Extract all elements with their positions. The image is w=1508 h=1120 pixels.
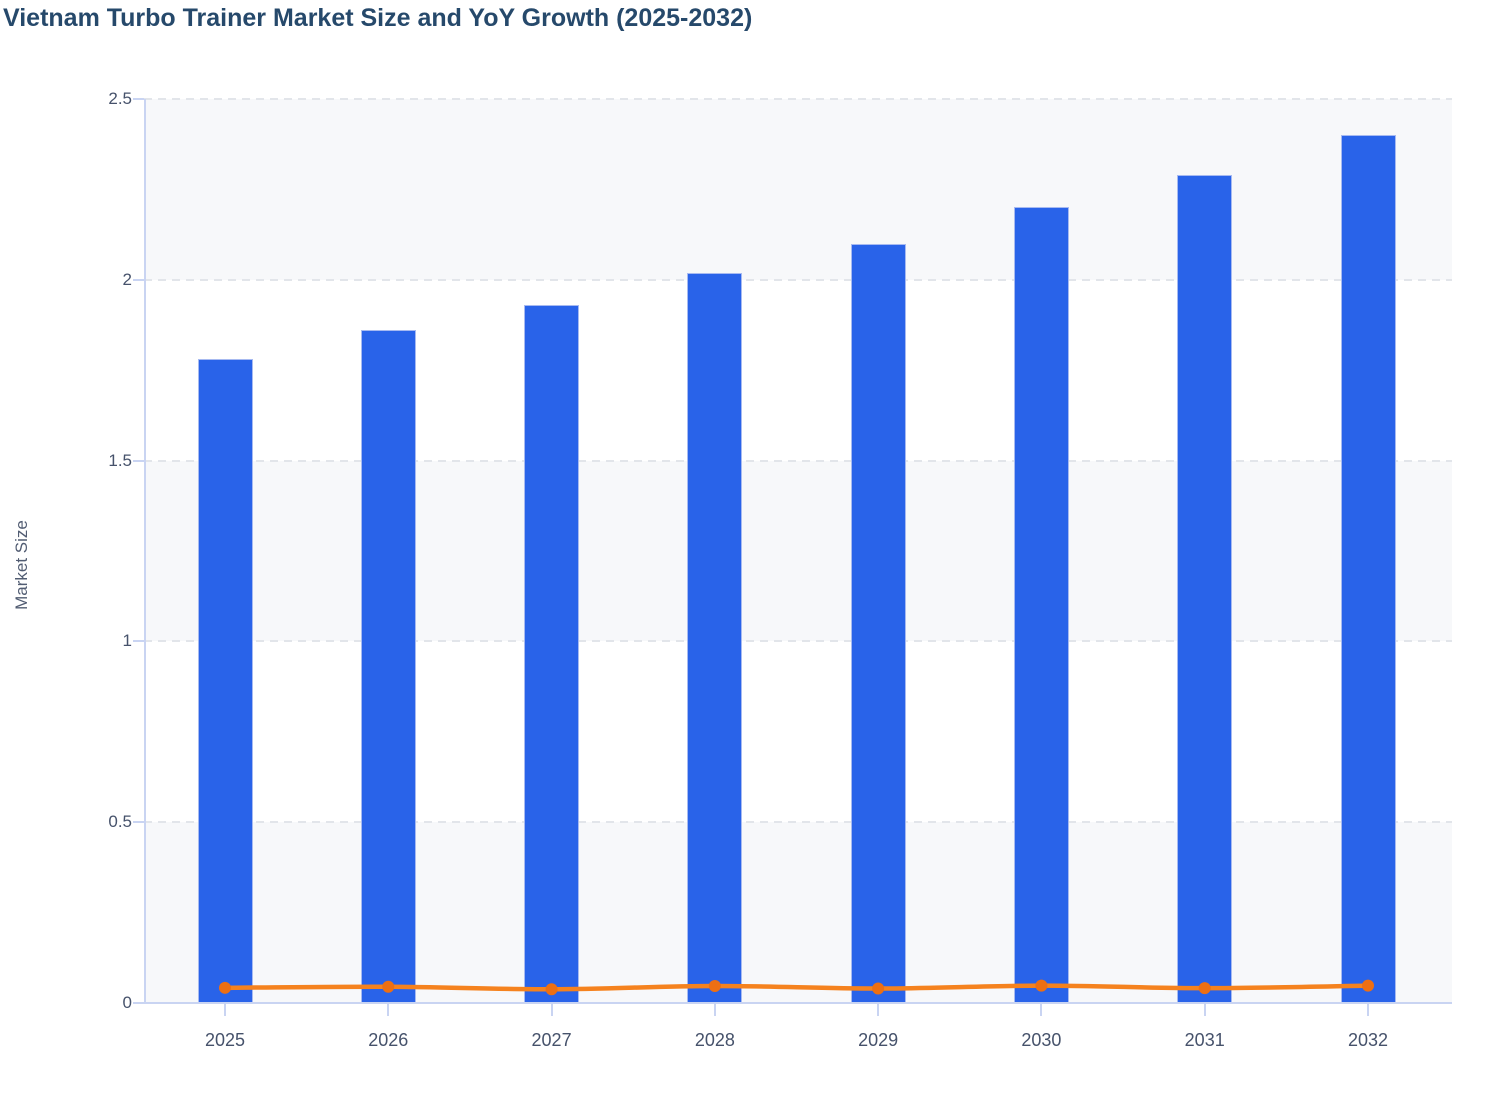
- y-tick-mark: [133, 98, 144, 100]
- yoy-point-2032: [1362, 979, 1374, 992]
- bar-2029: [850, 243, 906, 1003]
- gridline: [144, 459, 1452, 462]
- yoy-point-2028: [708, 980, 721, 993]
- x-axis-line: [144, 1002, 1452, 1004]
- x-tick-mark: [387, 1004, 390, 1016]
- x-tick-label: 2027: [531, 1030, 572, 1050]
- x-tick-mark: [877, 1004, 880, 1016]
- bar-2027: [524, 305, 580, 1003]
- yoy-point-2030: [1035, 979, 1048, 992]
- y-axis-line: [144, 99, 146, 1003]
- x-tick-label: 2030: [1021, 1030, 1062, 1050]
- x-tick-mark: [1367, 1004, 1369, 1016]
- x-tick-label: 2031: [1184, 1030, 1225, 1050]
- gridline: [144, 640, 1452, 643]
- y-tick-mark: [133, 459, 144, 462]
- y-tick-mark: [133, 640, 144, 643]
- bar-2032: [1340, 135, 1396, 1003]
- x-tick-mark: [550, 1004, 553, 1016]
- bar-2026: [360, 330, 416, 1003]
- chart-title: Vietnam Turbo Trainer Market Size and Yo…: [3, 4, 753, 32]
- y-tick-mark: [133, 821, 144, 824]
- yoy-growth-line: [222, 983, 1371, 992]
- y-tick-mark: [133, 1002, 144, 1004]
- x-tick-label: 2032: [1347, 1030, 1389, 1050]
- yoy-point-2031: [1198, 982, 1211, 995]
- bar-2031: [1177, 174, 1233, 1003]
- y-tick-label: 1: [122, 631, 132, 651]
- y-tick-label: 2: [122, 269, 132, 289]
- bar-2030: [1013, 207, 1069, 1003]
- bar-2028: [687, 272, 743, 1003]
- x-tick-mark: [1040, 1004, 1043, 1016]
- x-tick-mark: [713, 1004, 716, 1016]
- x-tick-mark: [1203, 1004, 1206, 1016]
- x-tick-label: 2029: [858, 1030, 899, 1050]
- yoy-point-2026: [382, 980, 395, 993]
- background-band: [144, 99, 1452, 280]
- gridline: [144, 821, 1452, 824]
- y-tick-label: 0: [122, 993, 132, 1012]
- y-tick-label: 0.5: [108, 812, 132, 832]
- x-tick-label: 2026: [368, 1030, 409, 1050]
- x-tick-label: 2028: [694, 1030, 735, 1050]
- y-tick-label: 2.5: [108, 89, 132, 108]
- x-tick-mark: [224, 1004, 226, 1016]
- gridline: [144, 278, 1452, 281]
- yoy-point-2025: [219, 981, 231, 994]
- y-tick-label: 1.5: [108, 450, 132, 470]
- bar-2025: [197, 359, 253, 1003]
- yoy-point-2029: [872, 982, 885, 995]
- yoy-point-2027: [545, 983, 558, 996]
- x-tick-label: 2025: [204, 1030, 246, 1050]
- y-tick-mark: [133, 278, 144, 281]
- gridline: [144, 98, 1452, 100]
